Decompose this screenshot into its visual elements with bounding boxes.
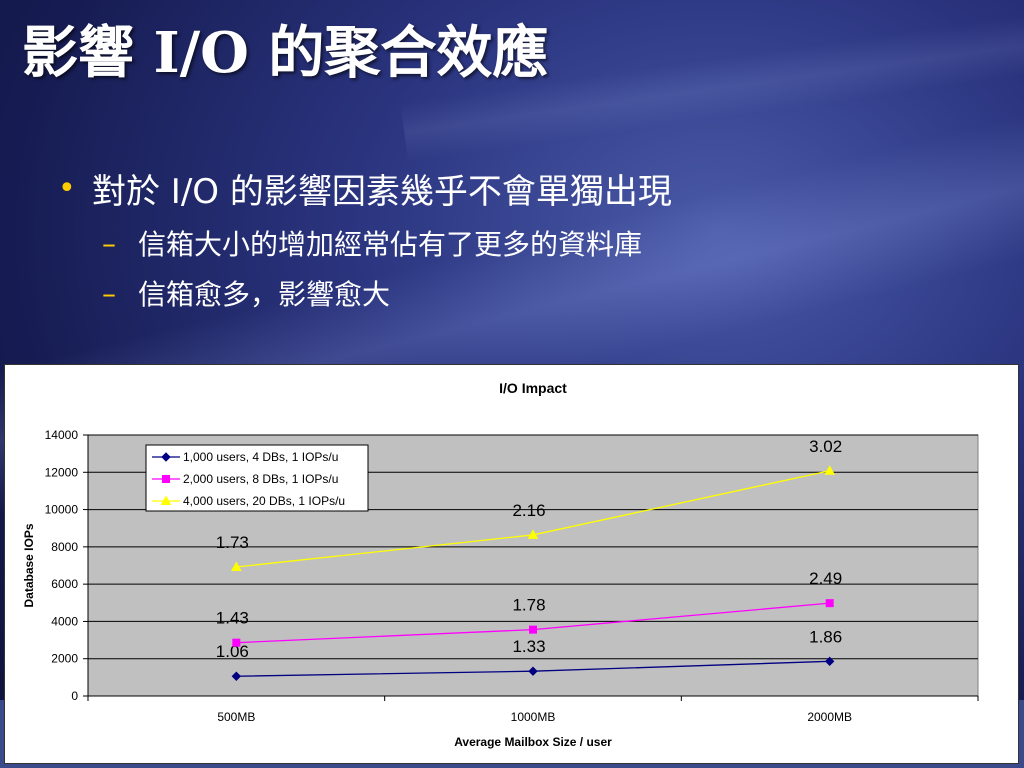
data-point bbox=[825, 599, 834, 608]
bullet-dot-icon: • bbox=[58, 171, 76, 206]
data-label: 2.49 bbox=[809, 569, 842, 588]
data-label: 1.73 bbox=[216, 533, 249, 552]
sub-bullet-text: 信箱愈多，影響愈大 bbox=[138, 278, 391, 311]
data-point bbox=[824, 465, 836, 475]
data-label: 1.06 bbox=[216, 642, 249, 661]
legend-marker bbox=[162, 475, 170, 483]
data-point bbox=[230, 561, 242, 571]
data-point bbox=[232, 638, 241, 647]
data-point bbox=[529, 625, 537, 634]
y-tick-label: 0 bbox=[71, 689, 78, 703]
y-axis-label: Database IOPs bbox=[22, 523, 36, 607]
data-label: 1.78 bbox=[512, 596, 545, 615]
data-point bbox=[231, 671, 242, 681]
sub-bullet-item: – 信箱愈多，影響愈大 bbox=[102, 273, 672, 313]
legend-box bbox=[145, 444, 369, 512]
data-point bbox=[527, 529, 539, 539]
sub-bullet-item: – 信箱大小的增加經常佔有了更多的資料庫 bbox=[102, 223, 672, 263]
data-point bbox=[824, 656, 835, 667]
chart-container: 0 2000 4000 6000 8000 10000 12000 14000 500MB 100… bbox=[4, 364, 1019, 764]
y-tick-label: 10000 bbox=[45, 503, 79, 517]
legend-label: 4,000 users, 20 DBs, 1 IOPs/u bbox=[183, 494, 345, 508]
data-label: 3.02 bbox=[809, 437, 842, 456]
y-tick-label: 12000 bbox=[45, 465, 79, 479]
legend-marker bbox=[160, 495, 172, 505]
y-tick-label: 2000 bbox=[51, 652, 78, 666]
y-tick-label: 6000 bbox=[51, 577, 78, 591]
data-label: 1.86 bbox=[809, 627, 842, 646]
x-tick-label: 2000MB bbox=[807, 710, 852, 724]
data-point bbox=[528, 666, 538, 676]
bullet-text: 對於 I/O 的影響因素幾乎不會單獨出現 bbox=[92, 172, 672, 212]
sub-bullet-text: 信箱大小的增加經常佔有了更多的資料庫 bbox=[138, 228, 643, 261]
y-tick-label: 14000 bbox=[45, 428, 79, 442]
bullet-list: • 對於 I/O 的影響因素幾乎不會單獨出現 – 信箱大小的增加經常佔有了更多的… bbox=[58, 164, 672, 313]
data-label: 2.16 bbox=[512, 501, 545, 520]
data-label: 1.43 bbox=[216, 609, 249, 628]
y-tick-label: 8000 bbox=[51, 540, 78, 554]
dash-icon: – bbox=[102, 226, 116, 260]
legend-label: 2,000 users, 8 DBs, 1 IOPs/u bbox=[183, 472, 338, 486]
x-tick-label: 500MB bbox=[217, 710, 255, 724]
bullet-item: • 對於 I/O 的影響因素幾乎不會單獨出現 bbox=[58, 164, 672, 213]
y-tick-label: 4000 bbox=[51, 614, 78, 628]
chart-title: I/O Impact bbox=[499, 380, 567, 396]
x-tick-label: 1000MB bbox=[511, 710, 556, 724]
slide-title: 影響 I/O 的聚合效應 bbox=[22, 20, 549, 86]
data-label: 1.33 bbox=[512, 637, 545, 656]
legend-label: 1,000 users, 4 DBs, 1 IOPs/u bbox=[183, 450, 338, 464]
x-axis-label: Average Mailbox Size / user bbox=[454, 735, 612, 749]
dash-icon: – bbox=[102, 276, 116, 310]
legend-marker bbox=[161, 452, 171, 462]
io-impact-chart: 0 2000 4000 6000 8000 10000 12000 14000 500MB 100… bbox=[22, 380, 979, 749]
